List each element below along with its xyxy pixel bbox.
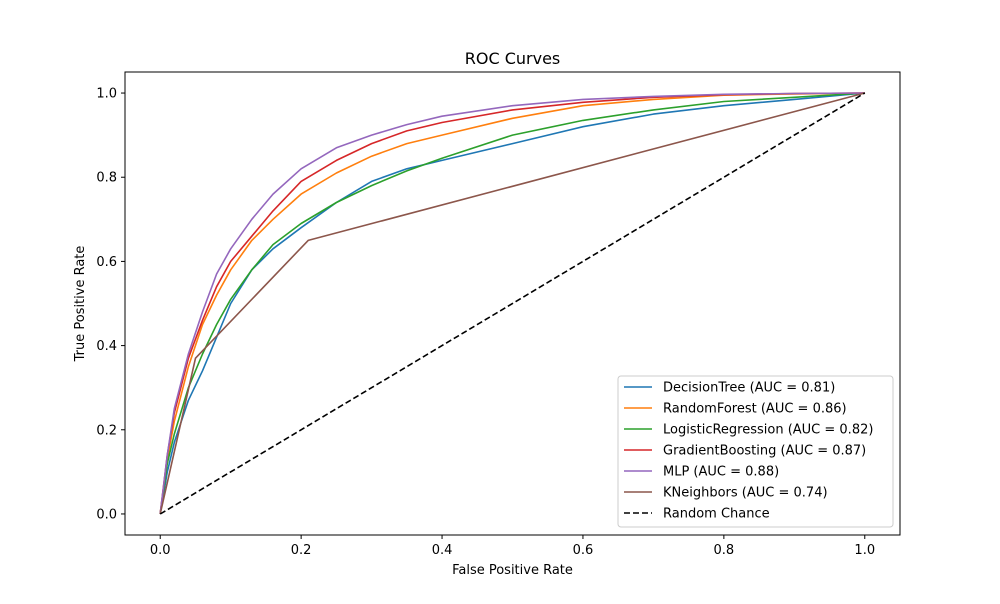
x-axis-label: False Positive Rate	[452, 563, 573, 578]
x-tick-label: 0.2	[291, 543, 312, 558]
plot-frame	[124, 71, 901, 536]
legend-label-0: DecisionTree (AUC = 0.81)	[663, 381, 835, 396]
legend-label-1: RandomForest (AUC = 0.86)	[663, 402, 847, 417]
legend: DecisionTree (AUC = 0.81) RandomForest (A…	[617, 375, 894, 528]
legend-box	[617, 375, 894, 528]
y-axis-label: True Positive Rate	[73, 246, 88, 363]
x-tick-label: 0.6	[573, 543, 594, 558]
y-tick-label: 0.6	[96, 255, 117, 270]
series-line-6	[159, 92, 866, 515]
y-tick-label: 0.8	[96, 171, 117, 186]
x-tick-label: 0.0	[150, 543, 171, 558]
x-tick-label: 0.4	[432, 543, 453, 558]
y-tick-label: 0.4	[96, 339, 117, 354]
legend-label-2: LogisticRegression (AUC = 0.82)	[663, 423, 873, 438]
series-line-4	[159, 92, 865, 515]
legend-label-6: Random Chance	[663, 507, 770, 522]
series-line-5	[159, 92, 866, 515]
y-tick-label: 0.0	[96, 507, 117, 522]
y-tick-label: 0.2	[96, 423, 117, 438]
ticks-layer: 0.0 0.2 0.4 0.6 0.8 1.0 0.0 0.2 0.4 0.6 0.8 1.0	[96, 87, 875, 558]
y-tick-label: 1.0	[96, 87, 117, 102]
series-layer	[159, 92, 866, 515]
series-line-3	[159, 92, 865, 515]
legend-items: DecisionTree (AUC = 0.81) RandomForest (A…	[624, 381, 873, 522]
series-line-0	[159, 92, 865, 515]
chart-title: ROC Curves	[465, 49, 561, 68]
series-line-1	[159, 92, 865, 515]
legend-label-4: MLP (AUC = 0.88)	[663, 465, 779, 480]
legend-label-5: KNeighbors (AUC = 0.74)	[663, 486, 828, 501]
x-tick-label: 0.8	[714, 543, 735, 558]
legend-label-3: GradientBoosting (AUC = 0.87)	[663, 444, 866, 459]
x-tick-label: 1.0	[854, 543, 875, 558]
